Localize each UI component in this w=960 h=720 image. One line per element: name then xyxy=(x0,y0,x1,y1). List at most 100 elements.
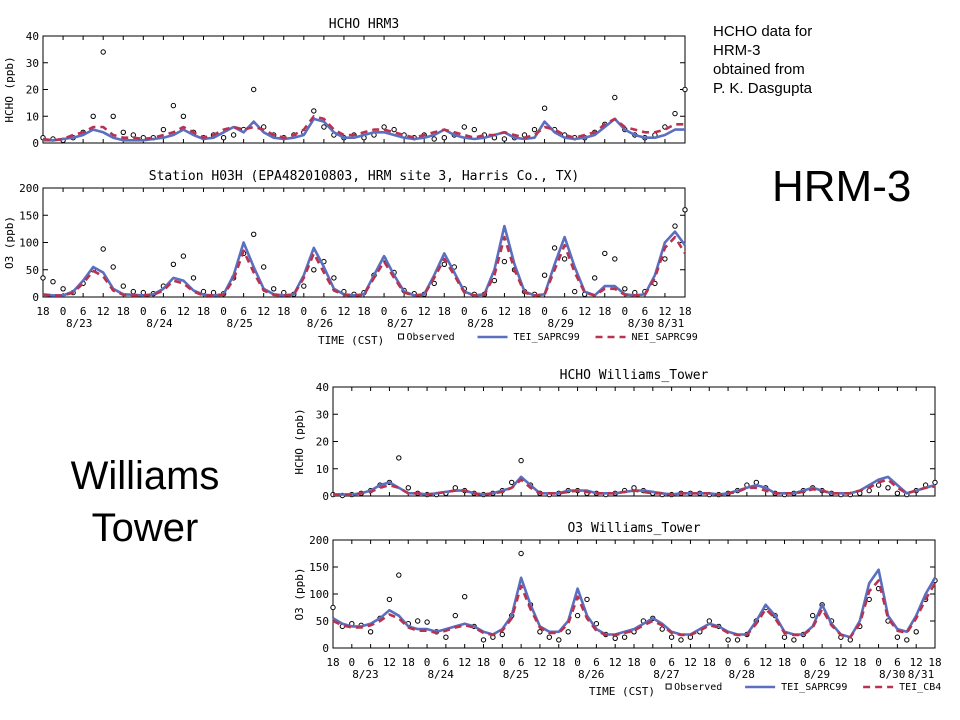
chart-title: O3 Williams_Tower xyxy=(567,521,700,536)
observed-point xyxy=(462,594,468,600)
chart-title: Station H03H (EPA482010803, HRM site 3, … xyxy=(149,169,579,184)
x-tick-label: 18 xyxy=(853,656,866,669)
observed-point xyxy=(480,637,487,643)
observed-point xyxy=(584,596,590,603)
observed-point xyxy=(885,485,891,491)
observed-point xyxy=(672,223,678,229)
observed-point xyxy=(791,637,797,643)
x-tick-label: 6 xyxy=(668,656,675,669)
observed-point xyxy=(180,253,187,259)
x-tick-label: 12 xyxy=(609,656,622,669)
y-axis-label: HCHO (ppb) xyxy=(293,408,306,474)
plot-frame xyxy=(42,35,686,144)
observed-point xyxy=(894,490,901,496)
legend-label: TEI_SAPRC99 xyxy=(781,682,847,693)
x-tick-label: 18 xyxy=(778,656,791,669)
observed-point xyxy=(50,279,56,285)
x-tick-label: 12 xyxy=(458,656,471,669)
observed-point xyxy=(170,102,177,109)
x-tick-label: 0 xyxy=(381,305,388,318)
observed-point xyxy=(531,126,538,133)
x-tick-label: 0 xyxy=(800,656,807,669)
observed-point xyxy=(659,626,665,632)
x-tick-label: 6 xyxy=(160,305,167,318)
x-axis-label: TIME (CST) xyxy=(589,685,655,698)
plot-frame xyxy=(332,386,936,497)
x-tick-label: 18 xyxy=(598,305,611,318)
hrm-section-title: HRM-3 xyxy=(772,162,912,211)
x-tick-label: 6 xyxy=(642,305,649,318)
x-tick-label: 18 xyxy=(477,656,490,669)
x-tick-label: 6 xyxy=(80,305,87,318)
observed-point xyxy=(592,275,598,281)
observed-point xyxy=(875,482,882,488)
observed-point xyxy=(120,129,127,136)
x-tick-label: 6 xyxy=(367,656,374,669)
x-tick-label: 6 xyxy=(443,656,450,669)
date-label: 8/30 xyxy=(879,668,906,681)
observed-point xyxy=(461,124,467,130)
observed-point xyxy=(682,86,688,93)
date-label: 8/27 xyxy=(387,317,414,330)
y-tick-label: 20 xyxy=(26,84,39,97)
observed-point xyxy=(251,231,257,238)
observed-point xyxy=(894,634,901,640)
x-tick-label: 6 xyxy=(561,305,568,318)
observed-point xyxy=(734,637,741,643)
observed-point xyxy=(391,126,397,133)
observed-point xyxy=(367,629,374,635)
y-tick-label: 100 xyxy=(309,588,329,601)
x-tick-label: 0 xyxy=(875,656,882,669)
observed-point xyxy=(866,596,872,603)
x-tick-label: 0 xyxy=(60,305,67,318)
y-tick-label: 30 xyxy=(316,408,329,421)
x-tick-label: 6 xyxy=(481,305,488,318)
observed-point xyxy=(251,86,257,93)
note-line: HCHO data for xyxy=(713,23,813,40)
x-tick-label: 6 xyxy=(240,305,247,318)
chart-hrm_o3: Station H03H (EPA482010803, HRM site 3, … xyxy=(3,169,698,347)
x-tick-label: 12 xyxy=(337,305,350,318)
x-tick-label: 12 xyxy=(684,656,697,669)
williams-tower-section-title: Williams Tower xyxy=(40,450,250,554)
x-tick-label: 0 xyxy=(622,305,629,318)
x-tick-label: 18 xyxy=(277,305,290,318)
x-tick-label: 0 xyxy=(541,305,548,318)
x-tick-label: 12 xyxy=(418,305,431,318)
legend-marker-observed xyxy=(665,683,672,690)
observed-point xyxy=(180,113,187,120)
legend-label: TEI_SAPRC99 xyxy=(514,332,580,343)
observed-point xyxy=(424,619,430,625)
observed-point xyxy=(471,126,477,133)
series-line-tei-cb4 xyxy=(332,579,937,639)
observed-point xyxy=(415,618,421,624)
observed-point xyxy=(271,286,277,292)
observed-point xyxy=(311,108,317,114)
observed-point xyxy=(431,136,437,142)
y-tick-label: 0 xyxy=(32,291,39,304)
observed-point xyxy=(396,455,402,461)
x-tick-label: 18 xyxy=(117,305,130,318)
observed-point xyxy=(499,631,505,638)
x-tick-label: 18 xyxy=(197,305,210,318)
observed-point xyxy=(621,634,628,640)
observed-point xyxy=(781,634,788,640)
x-tick-label: 0 xyxy=(301,305,308,318)
observed-point xyxy=(932,479,938,486)
observed-point xyxy=(546,634,552,640)
y-tick-label: 40 xyxy=(26,30,39,43)
x-tick-label: 18 xyxy=(552,656,565,669)
chart-title: HCHO Williams_Tower xyxy=(560,368,709,383)
x-tick-label: 18 xyxy=(438,305,451,318)
observed-point xyxy=(190,275,197,281)
observed-point xyxy=(120,283,127,289)
date-label: 8/26 xyxy=(578,668,605,681)
observed-point xyxy=(110,264,116,270)
observed-point xyxy=(100,246,106,252)
y-tick-label: 150 xyxy=(19,209,39,222)
legend-marker-observed xyxy=(398,333,405,340)
observed-point xyxy=(170,261,177,267)
observed-point xyxy=(537,629,543,635)
y-tick-label: 200 xyxy=(19,182,39,195)
